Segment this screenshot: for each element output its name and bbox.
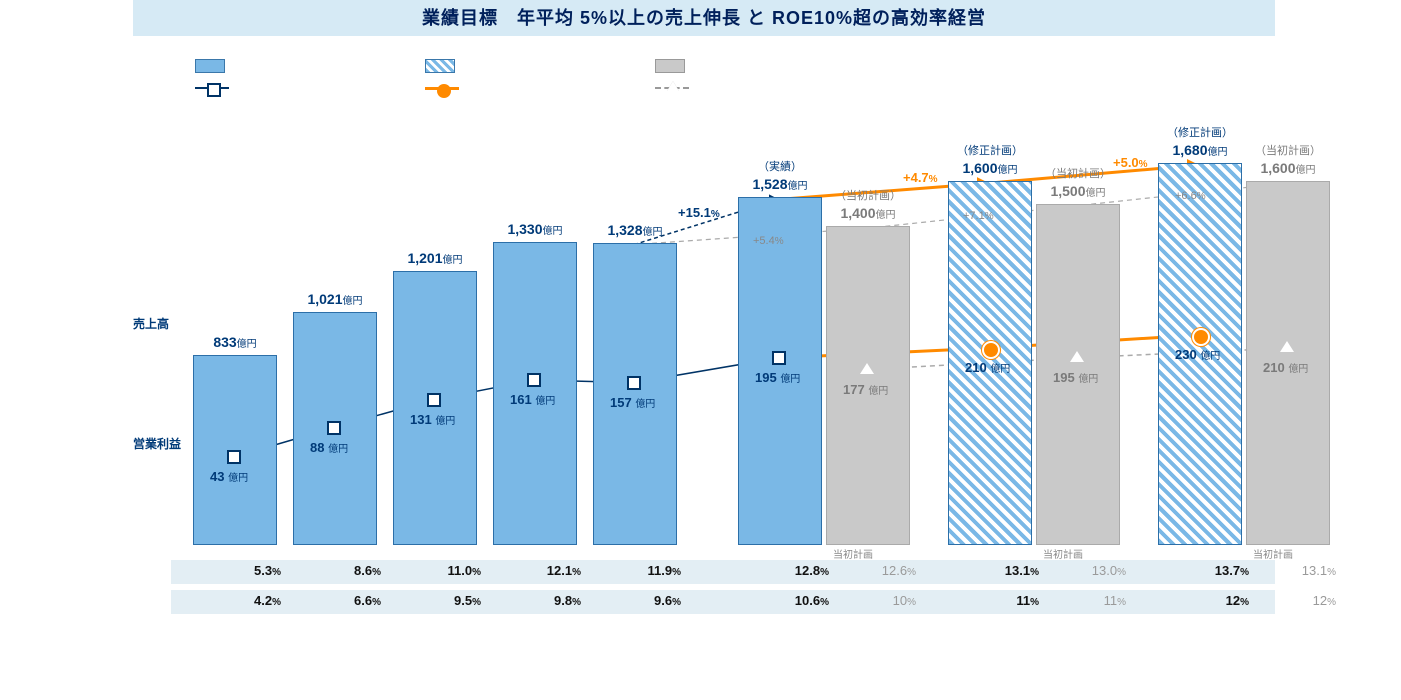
profit-marker	[982, 341, 1000, 359]
table-cell: 12%	[1266, 593, 1336, 608]
table-row: 4.2%6.6%9.5%9.8%9.6%10.6%10%11%11%12%12%	[171, 590, 1275, 614]
profit-marker	[1070, 351, 1084, 362]
growth-label: +6.6%	[1175, 190, 1206, 202]
profit-value-label: 157 億円	[610, 395, 655, 410]
legend-swatch-revised-bar	[425, 59, 455, 73]
bar-value-label: 1,680億円	[1159, 142, 1241, 158]
table-cell: 6.6%	[311, 593, 381, 608]
table-col-header: 当初計画	[823, 546, 883, 561]
table-cell: 12%	[1179, 593, 1249, 608]
bar-note: （当初計画）	[827, 187, 909, 203]
table-row: 5.3% 8.6% 11.0% 12.1% 11.9% 12.8% 12.6% 13.1% 13…	[171, 560, 1275, 584]
bar-value-label: 1,600億円	[1247, 160, 1329, 176]
growth-label: +7.1%	[963, 210, 994, 222]
profit-marker	[1192, 328, 1210, 346]
profit-value-label: 195 億円	[1053, 370, 1098, 385]
profit-value-label: 210 億円	[1263, 360, 1308, 375]
bar-note: （修正計画）	[949, 142, 1031, 158]
legend	[195, 55, 835, 99]
profit-value-label: 210 億円	[965, 360, 1010, 375]
profit-marker	[527, 373, 541, 387]
profit-value-label: 195 億円	[755, 370, 800, 385]
growth-label: +15.1%	[678, 205, 720, 220]
bar-note: （当初計画）	[1037, 165, 1119, 181]
legend-swatch-actual-bar	[195, 59, 225, 73]
table-col-header: 当初計画	[1243, 546, 1303, 561]
axis-label-profit: 営業利益	[133, 435, 181, 452]
bar-value-label: 833億円	[194, 334, 276, 350]
bar-value-label: 1,400億円	[827, 205, 909, 221]
table-cell: 9.6%	[611, 593, 681, 608]
profit-marker	[772, 351, 786, 365]
table-cell: 12.8%	[759, 563, 829, 578]
table-cell: 9.5%	[411, 593, 481, 608]
profit-marker	[427, 393, 441, 407]
table-cell: 4.2%	[211, 593, 281, 608]
bar-value-label: 1,330億円	[494, 221, 576, 237]
table-cell: 11.0%	[411, 563, 481, 578]
table-cell: 13.0%	[1056, 563, 1126, 578]
table-cell: 13.1%	[1266, 563, 1336, 578]
chart-title: 業績目標 年平均 5%以上の売上伸長 と ROE10%超の高効率経営	[133, 0, 1275, 36]
table-cell: 13.1%	[969, 563, 1039, 578]
bar-value-label: 1,021億円	[294, 291, 376, 307]
growth-label: +5.4%	[753, 235, 784, 247]
growth-label: +5.0%	[1113, 155, 1148, 170]
bar-value-label: 1,328億円	[594, 222, 676, 238]
profit-value-label: 230 億円	[1175, 347, 1220, 362]
profit-marker	[227, 450, 241, 464]
bar-value-label: 1,600億円	[949, 160, 1031, 176]
profit-marker	[327, 421, 341, 435]
table-cell: 5.3%	[211, 563, 281, 578]
profit-value-label: 161 億円	[510, 392, 555, 407]
axis-label-revenue: 売上高	[133, 315, 169, 332]
bar-value-label: 1,201億円	[394, 250, 476, 266]
bar-note: （当初計画）	[1247, 142, 1329, 158]
stage: 業績目標 年平均 5%以上の売上伸長 と ROE10%超の高効率経営 売上高 営…	[0, 0, 1401, 700]
profit-value-label: 131 億円	[410, 412, 455, 427]
profit-marker	[1280, 341, 1294, 352]
profit-value-label: 88 億円	[310, 440, 348, 455]
bar-note: （修正計画）	[1159, 124, 1241, 140]
legend-line-actual	[195, 87, 229, 89]
table-cell: 11%	[1056, 593, 1126, 608]
table-cell: 11.9%	[611, 563, 681, 578]
legend-line-revised	[425, 87, 459, 90]
table-cell: 10.6%	[759, 593, 829, 608]
growth-label: +4.7%	[903, 170, 938, 185]
legend-swatch-initial-bar	[655, 59, 685, 73]
profit-marker	[627, 376, 641, 390]
profit-marker	[860, 363, 874, 374]
profit-value-label: 177 億円	[843, 382, 888, 397]
table-cell: 12.6%	[846, 563, 916, 578]
bar: 1,201億円	[393, 271, 477, 545]
bar-note: （実績）	[739, 158, 821, 174]
chart-area: 売上高 営業利益 833億円43 億円1,021億円88 億円1,201億円13…	[133, 115, 1275, 545]
table-cell: 11%	[969, 593, 1039, 608]
table-cell: 13.7%	[1179, 563, 1249, 578]
bar-value-label: 1,500億円	[1037, 183, 1119, 199]
table-cell: 9.8%	[511, 593, 581, 608]
table-cell: 8.6%	[311, 563, 381, 578]
table-col-header: 当初計画	[1033, 546, 1093, 561]
legend-line-initial	[655, 87, 689, 89]
table-cell: 12.1%	[511, 563, 581, 578]
table-cell: 10%	[846, 593, 916, 608]
profit-value-label: 43 億円	[210, 469, 248, 484]
bar-value-label: 1,528億円	[739, 176, 821, 192]
